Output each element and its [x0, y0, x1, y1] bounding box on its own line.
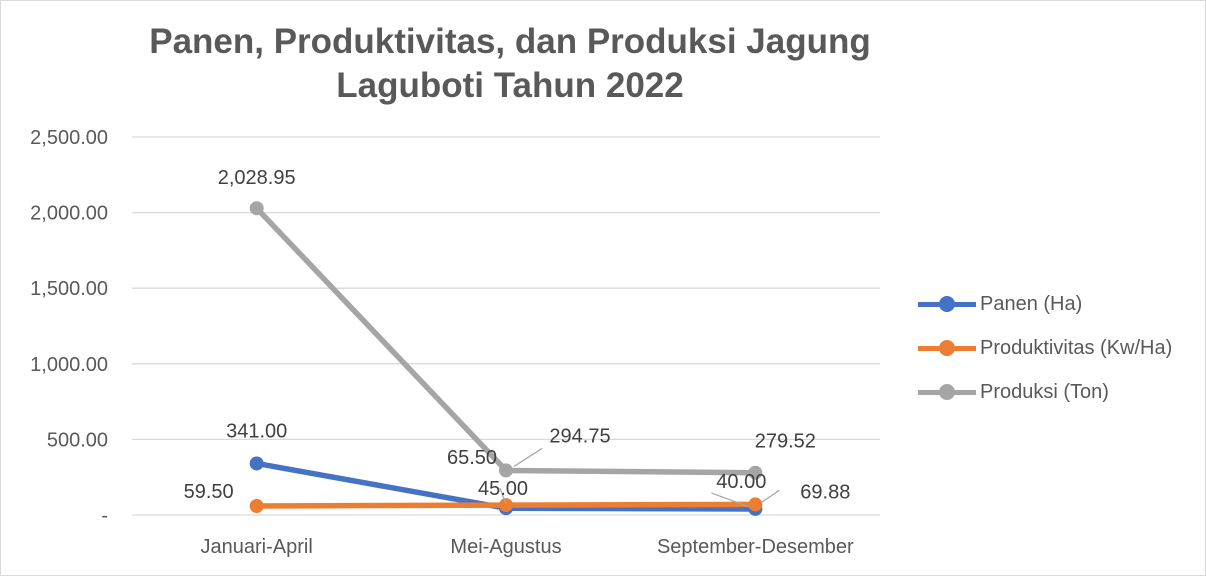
legend-swatch-produksi — [918, 382, 976, 402]
leader-line — [499, 487, 507, 505]
chart-title-line-2: Laguboti Tahun 2022 — [336, 66, 684, 105]
legend-swatch-panen — [918, 294, 976, 314]
data-label-panen: 40.00 — [716, 471, 766, 493]
data-point-produksi[interactable] — [499, 463, 513, 478]
data-point-produksi[interactable] — [249, 201, 264, 216]
x-tick-label: Januari-April — [201, 536, 313, 558]
data-point-produktivitas[interactable] — [748, 497, 763, 512]
y-tick-label: 1,500.00 — [30, 278, 108, 300]
legend-label-produksi: Produksi (Ton) — [980, 380, 1109, 403]
y-tick-label: - — [101, 505, 108, 527]
y-tick-label: 2,500.00 — [30, 127, 108, 149]
legend-swatch-produktivitas — [918, 338, 976, 358]
data-point-produktivitas[interactable] — [499, 498, 513, 513]
data-labels: 341.00 45.00 40.00 59.50 65.50 69.88 2,028.95 2… — [184, 167, 851, 503]
data-label-produksi: 294.75 — [549, 425, 610, 447]
data-label-produktivitas: 65.50 — [447, 447, 497, 469]
data-label-produktivitas: 59.50 — [184, 481, 234, 503]
legend-item-produksi[interactable]: Produksi (Ton) — [918, 370, 1172, 414]
series-line-produksi — [253, 205, 759, 476]
data-point-panen[interactable] — [249, 456, 264, 471]
leader-line — [711, 492, 750, 508]
y-tick-label: 2,000.00 — [30, 203, 108, 225]
legend-item-panen[interactable]: Panen (Ha) — [918, 282, 1172, 326]
data-point-produksi[interactable] — [748, 465, 763, 480]
data-point-produktivitas[interactable] — [249, 499, 264, 514]
legend-item-produktivitas[interactable]: Produktivitas (Kw/Ha) — [918, 326, 1172, 370]
data-label-panen: 341.00 — [226, 420, 287, 442]
y-tick-label: 1,000.00 — [30, 354, 108, 376]
label-leader-lines — [499, 447, 780, 508]
x-axis-ticks: Januari-April Mei-Agustus September-Desemb… — [201, 536, 855, 558]
gridlines — [132, 136, 880, 516]
y-tick-label: 500.00 — [47, 429, 108, 451]
x-tick-label: Mei-Agustus — [450, 536, 561, 558]
legend-label-panen: Panen (Ha) — [980, 292, 1083, 315]
legend: Panen (Ha) Produktivitas (Kw/Ha) Produks… — [918, 282, 1172, 414]
chart-title-line-1: Panen, Produktivitas, dan Produksi Jagun… — [149, 22, 871, 61]
leader-line — [513, 447, 543, 467]
x-tick-label: September-Desember — [657, 536, 854, 558]
series-lines — [249, 201, 763, 516]
chart-title: Panen, Produktivitas, dan Produksi Jagun… — [100, 20, 920, 108]
data-label-produksi: 279.52 — [755, 431, 816, 453]
data-label-produktivitas: 69.88 — [800, 481, 850, 503]
leader-line — [761, 489, 780, 503]
data-label-panen: 45.00 — [478, 478, 528, 500]
legend-label-produktivitas: Produktivitas (Kw/Ha) — [980, 336, 1173, 359]
data-label-produksi: 2,028.95 — [218, 167, 296, 189]
y-axis-ticks: - 500.00 1,000.00 1,500.00 2,000.00 2,500.00 — [30, 127, 108, 527]
